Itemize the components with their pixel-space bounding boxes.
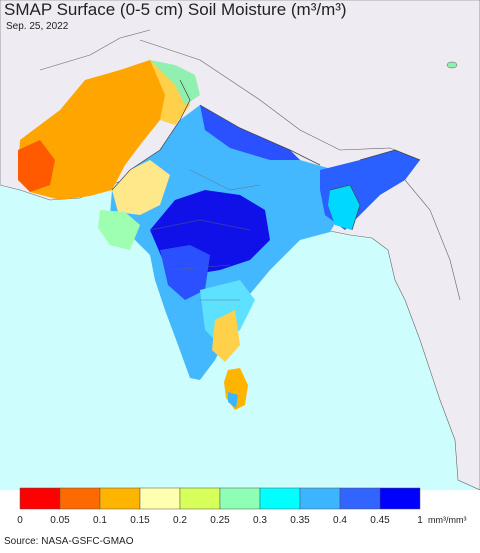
region-gujarat	[98, 210, 140, 250]
region-rajasthan	[112, 160, 170, 215]
soil-moisture-map	[0, 0, 480, 490]
legend-tick-label: 0.15	[130, 515, 150, 526]
border-line	[329, 184, 361, 231]
legend-swatch	[339, 487, 381, 510]
legend-swatch	[99, 487, 141, 510]
legend-swatch	[299, 487, 341, 510]
region-deccan	[200, 280, 255, 345]
border-line	[39, 29, 151, 71]
legend-tick-label: 0.35	[290, 515, 310, 526]
border-line	[139, 39, 421, 161]
legend-tick-label: 0.45	[370, 515, 390, 526]
legend-tick-label: 0.3	[253, 515, 267, 526]
region-pakistan	[18, 60, 180, 200]
border-line	[111, 79, 191, 191]
border-line	[199, 104, 321, 166]
region-kashmir	[150, 60, 200, 105]
legend-swatch	[139, 487, 181, 510]
legend-unit: mm³/mm³	[428, 515, 466, 525]
border-line	[404, 179, 461, 301]
region-baluchistan-dry	[18, 140, 55, 192]
map-title: SMAP Surface (0-5 cm) Soil Moisture (m³/…	[4, 0, 347, 19]
legend-swatch	[179, 487, 221, 510]
legend-swatch	[19, 487, 61, 510]
legend-swatch	[219, 487, 261, 510]
legend-tick-label: 0.4	[333, 515, 347, 526]
colorbar-legend: 0 0.05 0.1 0.15 0.2 0.25 0.3 0.35 0.4 0.45 1 mm³/mm…	[17, 487, 466, 526]
legend-swatch	[379, 487, 421, 510]
legend-swatch	[59, 487, 101, 510]
legend-tick-label: 0.2	[173, 515, 187, 526]
legend-tick-label: 1	[417, 515, 423, 526]
source-credit: Source: NASA-GSFC-GMAO	[4, 536, 134, 547]
legend-swatch	[259, 487, 301, 510]
region-bangladesh	[328, 185, 360, 230]
legend-tick-label: 0.05	[50, 515, 70, 526]
region-central-india-wet2	[160, 245, 210, 300]
legend-tick-label: 0	[17, 515, 23, 526]
legend-ticks: 0 0.05 0.1 0.15 0.2 0.25 0.3 0.35 0.4 0.45 1 mm³/mm…	[17, 515, 466, 526]
island	[446, 61, 458, 69]
map-date: Sep. 25, 2022	[6, 21, 69, 32]
legend-tick-label: 0.1	[93, 515, 107, 526]
region-sri-lanka-wet	[228, 392, 238, 408]
state-borders	[149, 169, 261, 301]
border-line	[359, 149, 421, 161]
legend-tick-label: 0.25	[210, 515, 230, 526]
region-east-coast-dry	[212, 310, 240, 362]
legend-swatches	[19, 487, 421, 510]
